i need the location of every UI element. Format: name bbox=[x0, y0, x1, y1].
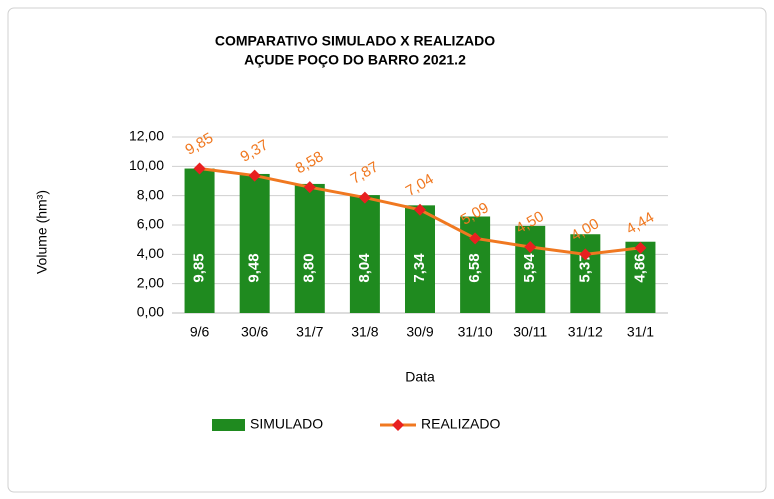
y-tick-label: 2,00 bbox=[137, 274, 164, 290]
x-tick-label: 31/10 bbox=[458, 324, 493, 340]
y-axis-label: Volume (hm³) bbox=[34, 190, 50, 274]
line-marker bbox=[414, 203, 426, 216]
x-tick-label: 9/6 bbox=[190, 324, 210, 340]
bar bbox=[184, 168, 215, 313]
line-marker bbox=[193, 162, 206, 175]
bar-value-label: 9,48 bbox=[246, 253, 263, 282]
line-marker bbox=[579, 248, 592, 261]
chart-subtitle: AÇUDE POÇO DO BARRO 2021.2 bbox=[244, 52, 466, 68]
x-tick-label: 30/11 bbox=[513, 324, 547, 340]
x-tick-label: 30/6 bbox=[241, 324, 268, 340]
legend-label: SIMULADO bbox=[250, 416, 323, 432]
bar bbox=[349, 195, 380, 313]
x-tick-label: 31/1 bbox=[627, 324, 654, 340]
x-tick-label: 31/8 bbox=[351, 324, 378, 340]
y-tick-label: 4,00 bbox=[137, 245, 164, 261]
y-tick-label: 10,00 bbox=[129, 157, 164, 173]
x-tick-label: 31/12 bbox=[568, 324, 603, 340]
bar bbox=[515, 225, 546, 313]
x-tick-label: 30/9 bbox=[406, 324, 433, 340]
line-marker bbox=[524, 241, 537, 253]
y-tick-label: 12,00 bbox=[129, 128, 164, 144]
legend-swatch bbox=[212, 419, 245, 431]
legend-marker bbox=[392, 419, 404, 431]
bar-value-label: 9,85 bbox=[191, 253, 208, 282]
bar-value-label: 5,94 bbox=[521, 253, 538, 283]
bar-value-label: 5,37 bbox=[576, 253, 593, 282]
line-marker bbox=[303, 181, 316, 194]
x-tick-label: 31/7 bbox=[296, 324, 323, 340]
chart-border bbox=[7, 7, 767, 493]
bar bbox=[294, 183, 325, 313]
chart-title: COMPARATIVO SIMULADO X REALIZADO bbox=[215, 33, 495, 49]
bar-value-label: 6,58 bbox=[466, 253, 483, 282]
x-axis-label: Data bbox=[405, 369, 435, 385]
line-marker bbox=[358, 191, 371, 204]
bar bbox=[570, 234, 601, 313]
legend-label: REALIZADO bbox=[421, 416, 500, 432]
bar-value-label: 8,04 bbox=[356, 253, 373, 283]
y-tick-label: 0,00 bbox=[137, 304, 164, 320]
line-marker bbox=[248, 169, 261, 182]
bar bbox=[239, 173, 270, 313]
bar-value-label: 7,34 bbox=[411, 253, 428, 283]
bar bbox=[405, 205, 435, 313]
line-marker bbox=[469, 232, 482, 245]
y-tick-label: 8,00 bbox=[137, 186, 164, 202]
bar-value-label: 4,86 bbox=[631, 253, 648, 282]
line-marker bbox=[634, 241, 647, 254]
bar-value-label: 8,80 bbox=[301, 253, 318, 282]
y-tick-label: 6,00 bbox=[137, 216, 164, 232]
